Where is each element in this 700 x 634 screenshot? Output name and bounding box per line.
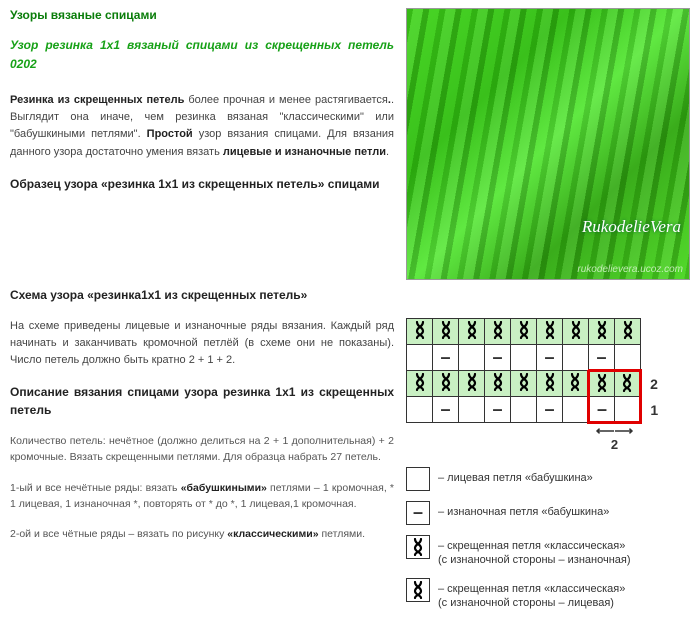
chart-cell: – xyxy=(589,345,615,371)
chart-cell xyxy=(511,319,537,345)
chart-footer-cell xyxy=(433,423,459,453)
sample-heading: Образец узора «резинка 1х1 из скрещенных… xyxy=(10,175,394,193)
desc-p3: 2-ой и все чётные ряды – вязать по рисун… xyxy=(10,526,394,542)
chart-footer-cell xyxy=(459,423,485,453)
chart-cell xyxy=(459,371,485,397)
intro-paragraph: Резинка из скрещенных петель более прочн… xyxy=(10,92,394,160)
intro-bold-2: Простой xyxy=(147,128,193,140)
chart-footer-cell: ⟵⟶2 xyxy=(589,423,641,453)
legend-item: – скрещенная петля «классическая»(с изна… xyxy=(406,535,690,568)
chart-footer-cell xyxy=(511,423,537,453)
chart-cell xyxy=(615,345,641,371)
description-heading: Описание вязания спицами узора резинка 1… xyxy=(10,383,394,419)
intro-bold-1: Резинка из скрещенных петель xyxy=(10,94,184,106)
chart-cell xyxy=(485,319,511,345)
legend-item: – скрещенная петля «классическая»(с изна… xyxy=(406,578,690,611)
chart-cell xyxy=(615,319,641,345)
watermark-brand: RukodelieVera xyxy=(582,217,681,237)
chart-cell xyxy=(615,371,641,397)
row-label: 2 xyxy=(641,371,667,397)
chart-wrapper: ––––2––––1⟵⟶2 xyxy=(406,318,667,452)
chart-cell xyxy=(459,319,485,345)
chart-cell: – xyxy=(589,397,615,423)
chart-cell xyxy=(537,371,563,397)
watermark-url: rukodelievera.ucoz.com xyxy=(577,264,683,275)
chart-cell xyxy=(433,319,459,345)
chart-cell xyxy=(589,371,615,397)
chart-cell xyxy=(485,371,511,397)
knitting-chart: ––––2––––1⟵⟶2 xyxy=(406,318,667,452)
chart-cell xyxy=(407,397,433,423)
chart-cell: – xyxy=(485,397,511,423)
chart-cell xyxy=(537,319,563,345)
row-label: 1 xyxy=(641,397,667,423)
pattern-photo: RukodelieVera rukodelievera.ucoz.com xyxy=(406,8,690,280)
chart-footer-cell xyxy=(485,423,511,453)
page-title: Узор резинка 1х1 вязаный спицами из скре… xyxy=(10,36,394,74)
breadcrumb: Узоры вязаные спицами xyxy=(10,8,394,22)
chart-cell: – xyxy=(485,345,511,371)
desc-p2: 1-ый и все нечётные ряды: вязать «бабушк… xyxy=(10,480,394,513)
legend-item: – лицевая петля «бабушкина» xyxy=(406,467,690,491)
intro-bold-3: лицевые и изнаночные петли xyxy=(223,146,386,158)
chart-footer-cell xyxy=(563,423,589,453)
chart-cell: – xyxy=(433,345,459,371)
chart-cell xyxy=(433,371,459,397)
row-label xyxy=(641,319,667,345)
chart-cell xyxy=(407,371,433,397)
legend-symbol xyxy=(406,578,430,602)
chart-cell xyxy=(563,371,589,397)
chart-cell xyxy=(459,345,485,371)
intro-text-1: более прочная и менее растягивается xyxy=(184,94,388,106)
desc-p3-a: 2-ой и все чётные ряды – вязать по рисун… xyxy=(10,528,227,540)
intro-text-4: . xyxy=(386,146,389,158)
legend-symbol xyxy=(406,535,430,559)
desc-p3-b: «классическими» xyxy=(227,528,318,540)
chart-footer-cell xyxy=(407,423,433,453)
chart-cell xyxy=(407,345,433,371)
legend-symbol: – xyxy=(406,501,430,525)
chart-cell xyxy=(459,397,485,423)
chart-cell: – xyxy=(537,397,563,423)
chart-cell xyxy=(563,397,589,423)
row-label xyxy=(641,345,667,371)
chart-cell: – xyxy=(433,397,459,423)
chart-cell xyxy=(511,345,537,371)
desc-p1: Количество петель: нечётное (должно дели… xyxy=(10,433,394,466)
chart-cell xyxy=(589,319,615,345)
legend-text: – скрещенная петля «классическая»(с изна… xyxy=(438,578,625,611)
legend-symbol xyxy=(406,467,430,491)
chart-cell xyxy=(407,319,433,345)
chart-footer-cell xyxy=(537,423,563,453)
scheme-heading: Схема узора «резинка1х1 из скрещенных пе… xyxy=(10,286,690,304)
desc-p2-a: 1-ый и все нечётные ряды: вязать xyxy=(10,482,181,494)
chart-cell xyxy=(511,371,537,397)
desc-p2-b: «бабушкиными» xyxy=(181,482,267,494)
chart-cell xyxy=(511,397,537,423)
legend-text: – скрещенная петля «классическая»(с изна… xyxy=(438,535,631,568)
scheme-note: На схеме приведены лицевые и изнаночные … xyxy=(10,318,394,369)
desc-p3-c: петлями. xyxy=(319,528,366,540)
legend-text: – изнаночная петля «бабушкина» xyxy=(438,501,609,519)
legend-item: –– изнаночная петля «бабушкина» xyxy=(406,501,690,525)
legend-text: – лицевая петля «бабушкина» xyxy=(438,467,593,485)
chart-cell: – xyxy=(537,345,563,371)
chart-cell xyxy=(615,397,641,423)
chart-cell xyxy=(563,319,589,345)
legend: – лицевая петля «бабушкина»–– изнаночная… xyxy=(406,467,690,610)
chart-cell xyxy=(563,345,589,371)
